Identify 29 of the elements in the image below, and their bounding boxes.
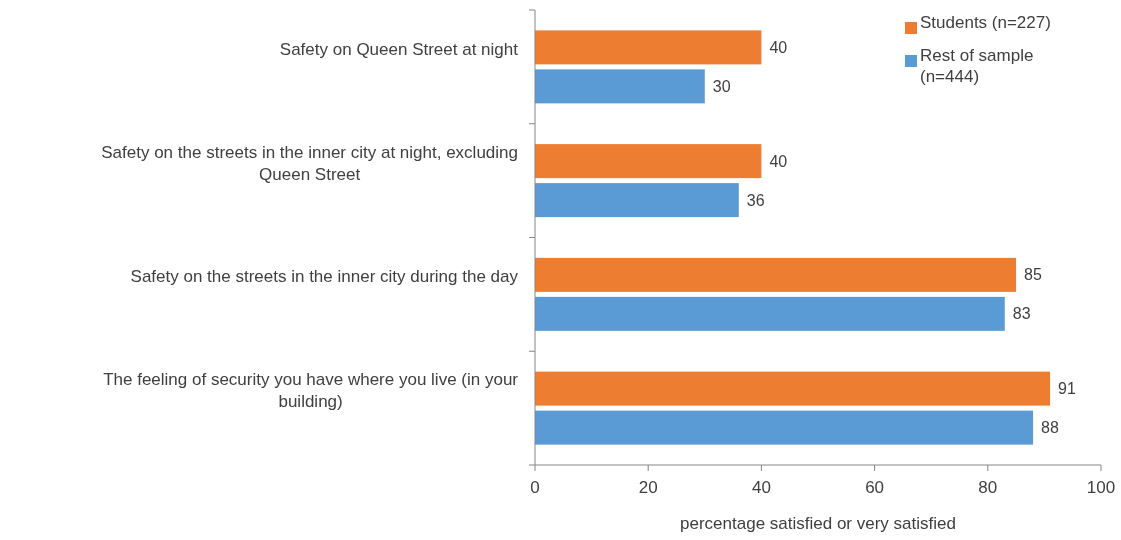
bar <box>535 30 762 65</box>
x-tick-label: 40 <box>751 477 771 497</box>
x-axis-title: percentage satisfied or very satisfied <box>680 513 956 533</box>
data-label: 36 <box>746 191 765 209</box>
y-tick-label: Safety on the streets in the inner city during the day <box>130 267 519 287</box>
data-label: 88 <box>1041 419 1059 437</box>
bar <box>535 257 1017 292</box>
bar <box>535 183 739 218</box>
data-label: 85 <box>1024 266 1042 284</box>
y-tick-label: Safety on Queen Street at night <box>279 39 519 59</box>
data-label: 30 <box>712 77 731 95</box>
y-tick-label: Safety on the streets in the inner city at night, excluding Queen Street <box>101 142 518 184</box>
data-label: 83 <box>1012 305 1031 323</box>
x-tick-label: 0 <box>530 477 540 497</box>
legend-label: Rest of sample (n=444) <box>920 46 1034 86</box>
x-tick-label: 80 <box>978 477 998 497</box>
bar <box>535 296 1005 331</box>
y-tick-label: The feeling of security you have where you live (in your building) <box>103 370 519 412</box>
bar <box>535 69 705 104</box>
legend-label: Students (n=227) <box>920 13 1051 32</box>
bar <box>535 371 1051 406</box>
data-label: 91 <box>1058 380 1076 398</box>
bar <box>535 410 1034 445</box>
x-tick-label: 100 <box>1086 477 1116 497</box>
data-label: 40 <box>769 38 788 56</box>
x-tick-label: 60 <box>865 477 885 497</box>
x-tick-label: 20 <box>638 477 658 497</box>
bar <box>535 144 762 179</box>
data-label: 40 <box>769 152 788 170</box>
